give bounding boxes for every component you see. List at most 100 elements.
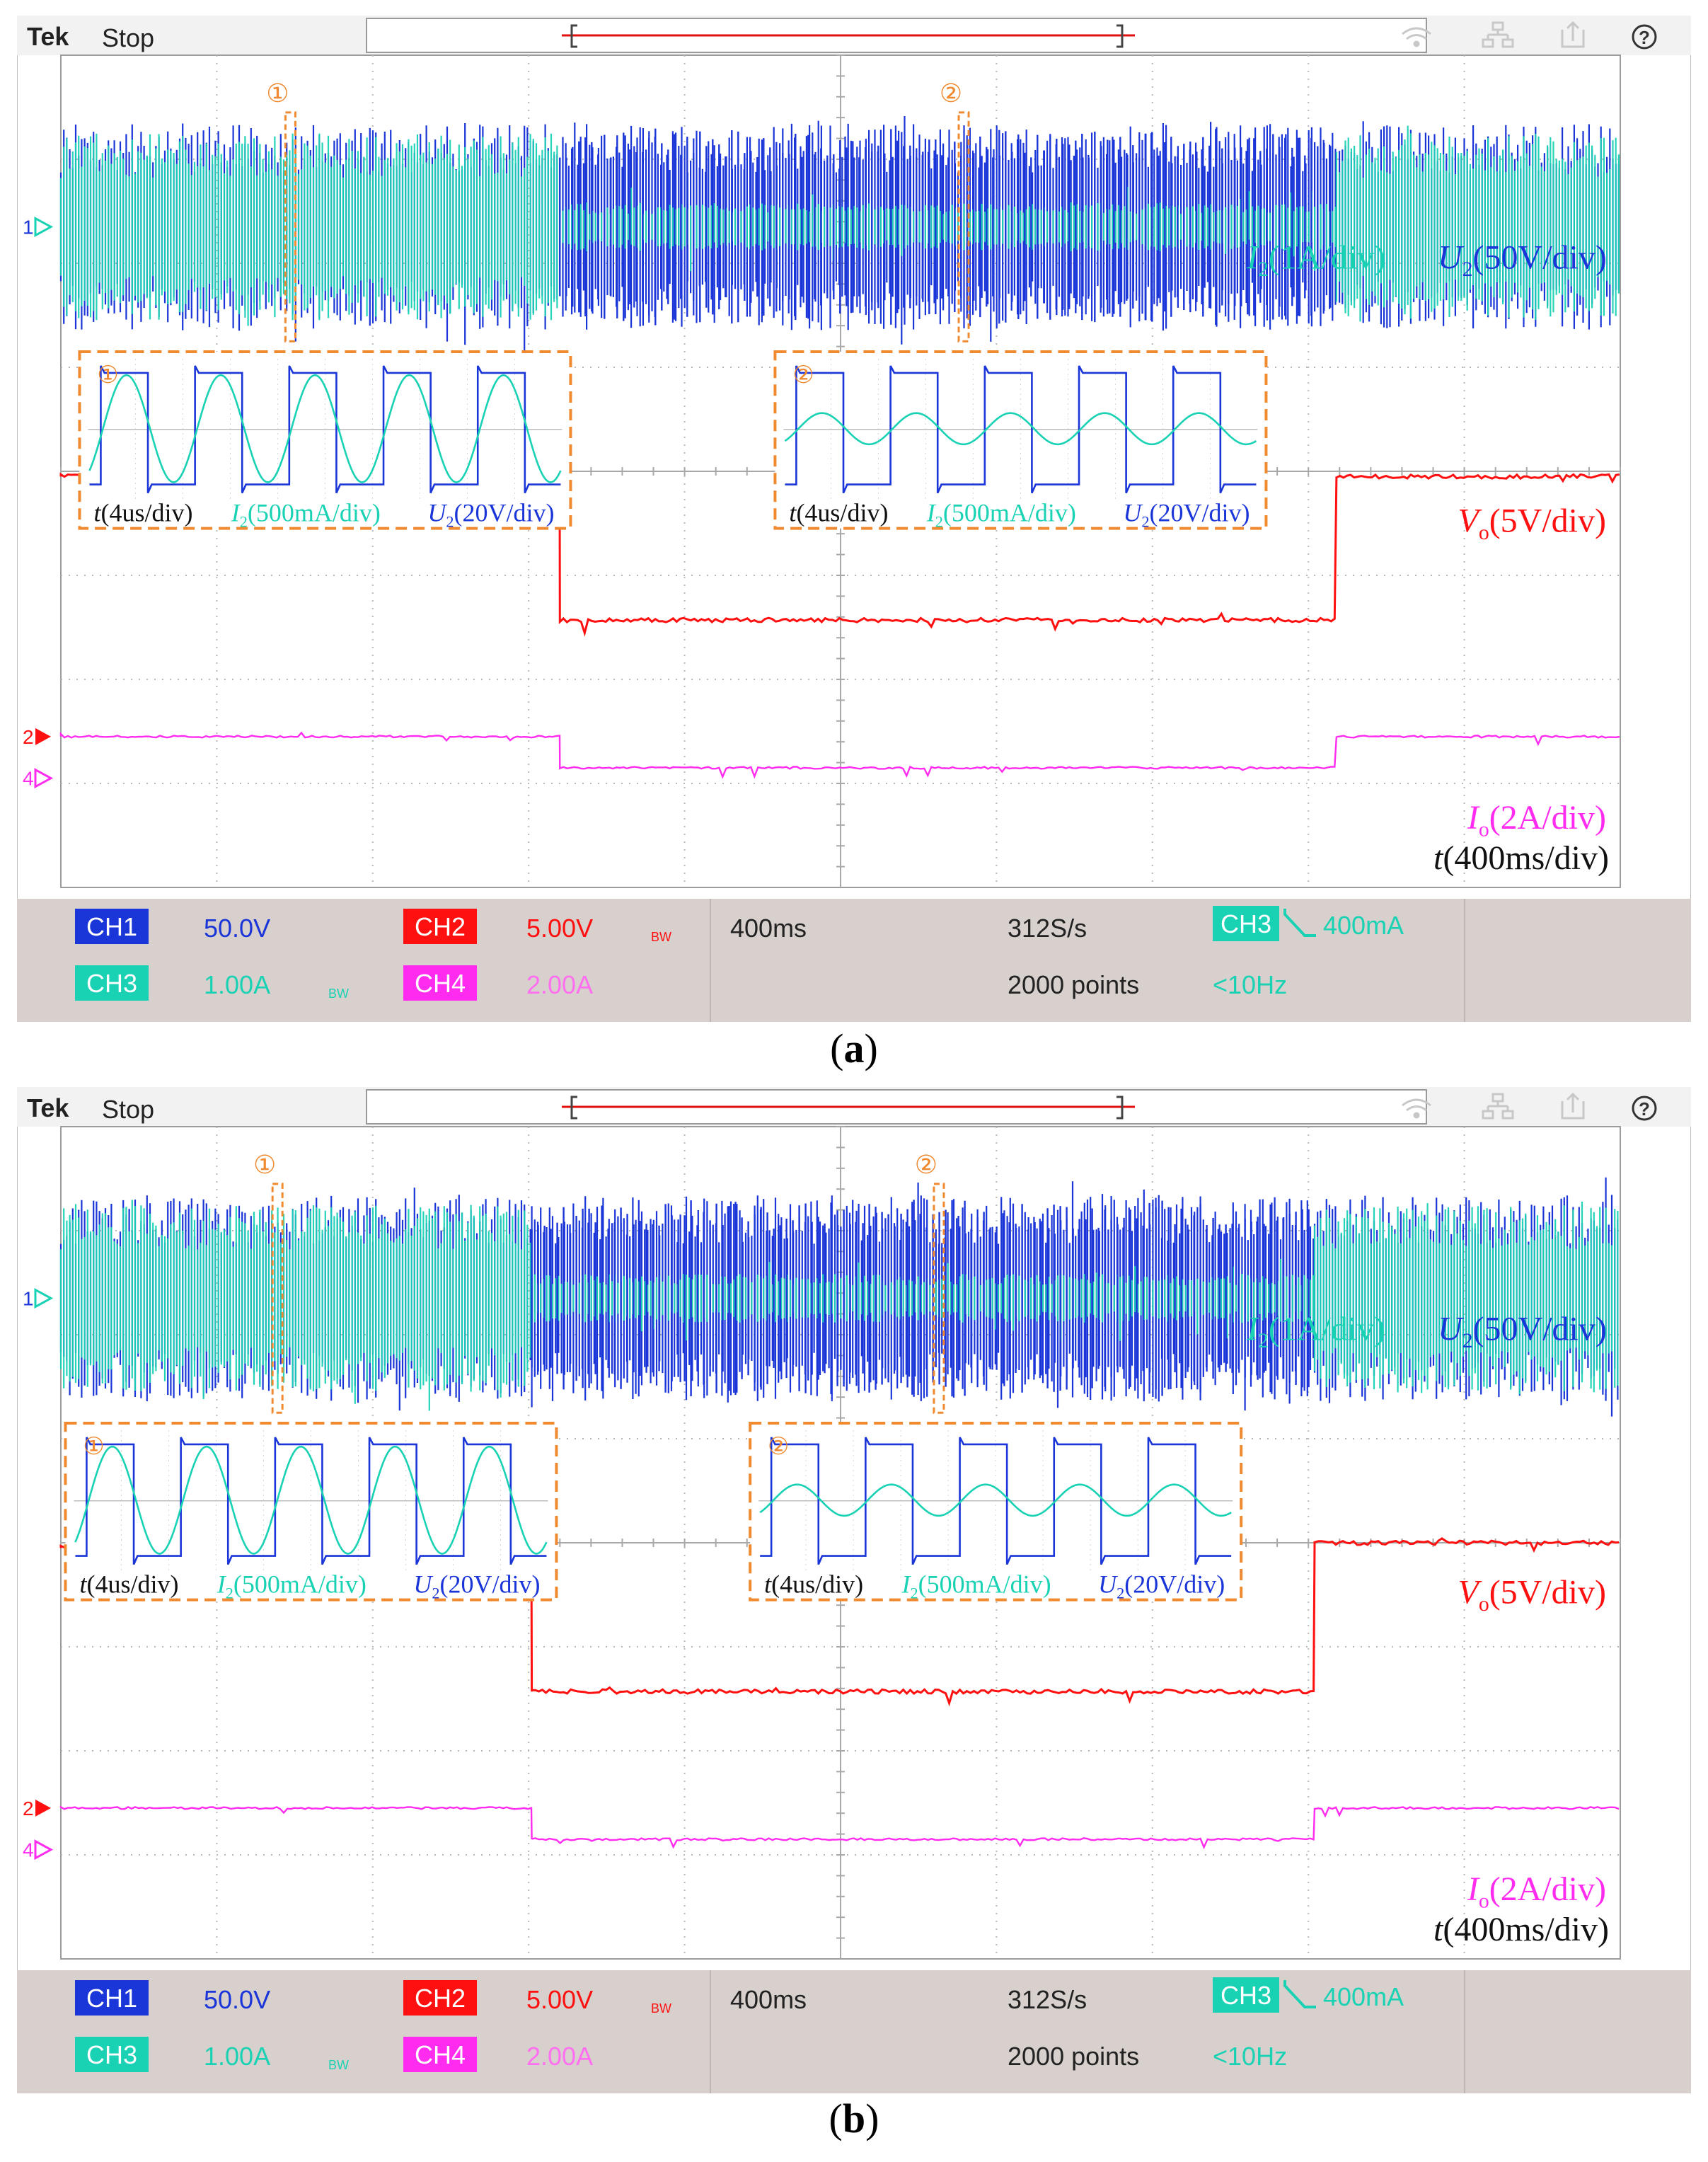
- ch4-badge[interactable]: CH4: [403, 2037, 477, 2072]
- view-left-bracket: [570, 24, 577, 48]
- ch3-badge[interactable]: CH3: [75, 2037, 149, 2072]
- i2-channel-label: I2(1A/div): [1246, 1310, 1385, 1352]
- inset-i2-scale: I2(500mA/div): [231, 499, 381, 531]
- ch2-bw-limit-icon: BW: [651, 930, 671, 944]
- horizontal-timebase[interactable]: 400ms: [730, 914, 807, 943]
- trigger-slope-icon: [1283, 909, 1316, 937]
- inset-u2-scale: U2(20V/div): [427, 499, 554, 531]
- view-right-bracket: [1116, 1096, 1124, 1120]
- ch3-scale: 1.00A: [204, 2042, 270, 2071]
- status-bar: CH1 50.0V CH2 5.00V BW CH3 1.00A BW CH4 2.00A 400m…: [17, 1970, 1691, 2093]
- inset-i2-scale: I2(500mA/div): [901, 1570, 1051, 1602]
- channel-markers: 1 2 4: [23, 1288, 54, 1861]
- help-icon[interactable]: ?: [1632, 1096, 1657, 1121]
- help-icon[interactable]: ?: [1632, 24, 1657, 50]
- inset-1-marker: ①: [83, 1433, 104, 1460]
- run-state-indicator[interactable]: Stop: [102, 1095, 154, 1124]
- ch4-scale: 2.00A: [526, 2042, 593, 2071]
- ch1-badge-label: CH1: [86, 912, 137, 941]
- horizontal-timebase[interactable]: 400ms: [730, 1985, 807, 2014]
- figure-caption-a: (a): [830, 1025, 878, 1071]
- trigger-frequency: <10Hz: [1213, 2042, 1287, 2071]
- zoom-marker-2-box: [957, 111, 970, 343]
- io-waveform: [59, 731, 1620, 779]
- ch2-badge-label: CH2: [415, 1984, 466, 2013]
- channel-markers: 1 2 4: [23, 217, 54, 790]
- ch1-badge[interactable]: CH1: [75, 909, 149, 944]
- ch2-marker-arrow[interactable]: [35, 728, 51, 745]
- i2-channel-label: I2(1A/div): [1246, 238, 1385, 281]
- inset-2-marker: ②: [768, 1433, 789, 1460]
- ch4-scale: 2.00A: [526, 970, 593, 999]
- scope-header: Tek Stop?: [17, 1087, 1691, 1127]
- ch2-scale: 5.00V: [526, 1985, 593, 2014]
- ch2-marker-label: 2: [23, 1798, 34, 1819]
- wifi-icon[interactable]: [1402, 1098, 1431, 1119]
- ch2-badge[interactable]: CH2: [403, 1980, 477, 2016]
- wifi-icon[interactable]: [1402, 27, 1431, 47]
- network-icon[interactable]: [1482, 1093, 1514, 1120]
- svg-text:?: ?: [1639, 1098, 1650, 1120]
- brand-logo: Tek: [27, 22, 69, 51]
- trigger-level[interactable]: 400mA: [1323, 1982, 1404, 2011]
- zoom-marker-2-box: [933, 1183, 945, 1414]
- ch4-badge[interactable]: CH4: [403, 965, 477, 1001]
- zoom-marker-1-box: [284, 111, 296, 343]
- io-waveform: [59, 1805, 1620, 1850]
- network-icon[interactable]: [1482, 21, 1514, 48]
- inset-u2-scale: U2(20V/div): [413, 1570, 540, 1602]
- ch3-badge[interactable]: CH3: [75, 965, 149, 1001]
- u2-waveform-overlay: [559, 128, 1332, 326]
- export-icon[interactable]: [1561, 21, 1585, 48]
- zoom-marker-1-label: ①: [266, 79, 289, 108]
- figure-caption-b: (b): [829, 2095, 879, 2141]
- io-channel-label: Io(2A/div): [1467, 1870, 1606, 1913]
- trigger-level[interactable]: 400mA: [1323, 911, 1404, 940]
- svg-text:?: ?: [1639, 27, 1650, 48]
- scope-header: Tek Stop?: [17, 16, 1691, 55]
- ch4-marker-arrow[interactable]: [34, 1839, 54, 1861]
- time-scale-label: t(400ms/div): [1433, 839, 1609, 877]
- ch2-badge-label: CH2: [415, 912, 466, 941]
- trigger-source-badge-label: CH3: [1221, 909, 1271, 938]
- u2-waveform-overlay: [531, 1200, 1310, 1397]
- inset-u2-scale: U2(20V/div): [1098, 1570, 1225, 1602]
- time-scale-label: t(400ms/div): [1433, 1911, 1609, 1948]
- status-bar: CH1 50.0V CH2 5.00V BW CH3 1.00A BW CH4 2.00A 400m…: [17, 899, 1691, 1022]
- ch4-marker-arrow[interactable]: [34, 768, 54, 789]
- inset-left: ① t(4us/div) I2(500mA/div) U2(20V/div): [64, 1421, 558, 1602]
- ch3-badge-label: CH3: [86, 969, 137, 998]
- trigger-slope-icon: [1283, 1980, 1316, 2008]
- trigger-source-badge[interactable]: CH3: [1213, 1977, 1279, 2013]
- record-length: 2000 points: [1008, 970, 1139, 999]
- io-channel-label: Io(2A/div): [1467, 799, 1606, 841]
- inset-time-scale: t(4us/div): [789, 499, 888, 527]
- zoom-marker-1-box: [271, 1183, 284, 1414]
- ch2-marker-label: 2: [23, 726, 34, 748]
- export-icon[interactable]: [1561, 1092, 1585, 1120]
- ch1-marker-arrow[interactable]: [34, 1288, 54, 1309]
- view-left-bracket: [570, 1096, 577, 1120]
- brand-logo: Tek: [27, 1093, 69, 1122]
- sample-rate: 312S/s: [1008, 914, 1087, 943]
- zoom-marker-1-label: ①: [253, 1150, 276, 1179]
- oscilloscope-screen-a: Tek Stop? ① ② ① t(4us/div) I2(500mA/div) U2(20V…: [17, 16, 1691, 1022]
- vo-channel-label: Vo(5V/div): [1458, 1573, 1606, 1616]
- zoom-marker-2-label: ②: [940, 79, 962, 108]
- run-state-indicator[interactable]: Stop: [102, 23, 154, 52]
- record-view-bar[interactable]: [366, 18, 1427, 53]
- ch1-badge[interactable]: CH1: [75, 1980, 149, 2016]
- ch4-badge-label: CH4: [415, 969, 466, 998]
- ch1-marker-arrow[interactable]: [34, 217, 54, 238]
- ch3-bw-limit-icon: BW: [328, 2058, 349, 2072]
- view-right-bracket: [1116, 24, 1124, 48]
- ch3-scale: 1.00A: [204, 970, 270, 999]
- ch2-badge[interactable]: CH2: [403, 909, 477, 944]
- ch2-marker-arrow[interactable]: [35, 1799, 51, 1817]
- inset-left: ① t(4us/div) I2(500mA/div) U2(20V/div): [78, 350, 572, 531]
- ch1-scale: 50.0V: [204, 1985, 270, 2014]
- zoom-marker-2-label: ②: [915, 1150, 937, 1179]
- inset-2-marker: ②: [792, 362, 814, 389]
- trigger-source-badge[interactable]: CH3: [1213, 906, 1279, 941]
- inset-i2-scale: I2(500mA/div): [926, 499, 1076, 531]
